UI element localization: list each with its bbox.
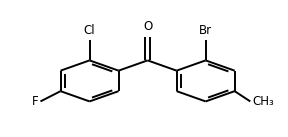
Text: F: F <box>32 95 38 108</box>
Text: Cl: Cl <box>84 24 95 37</box>
Text: O: O <box>143 20 152 33</box>
Text: CH₃: CH₃ <box>253 95 274 108</box>
Text: Br: Br <box>199 24 212 37</box>
